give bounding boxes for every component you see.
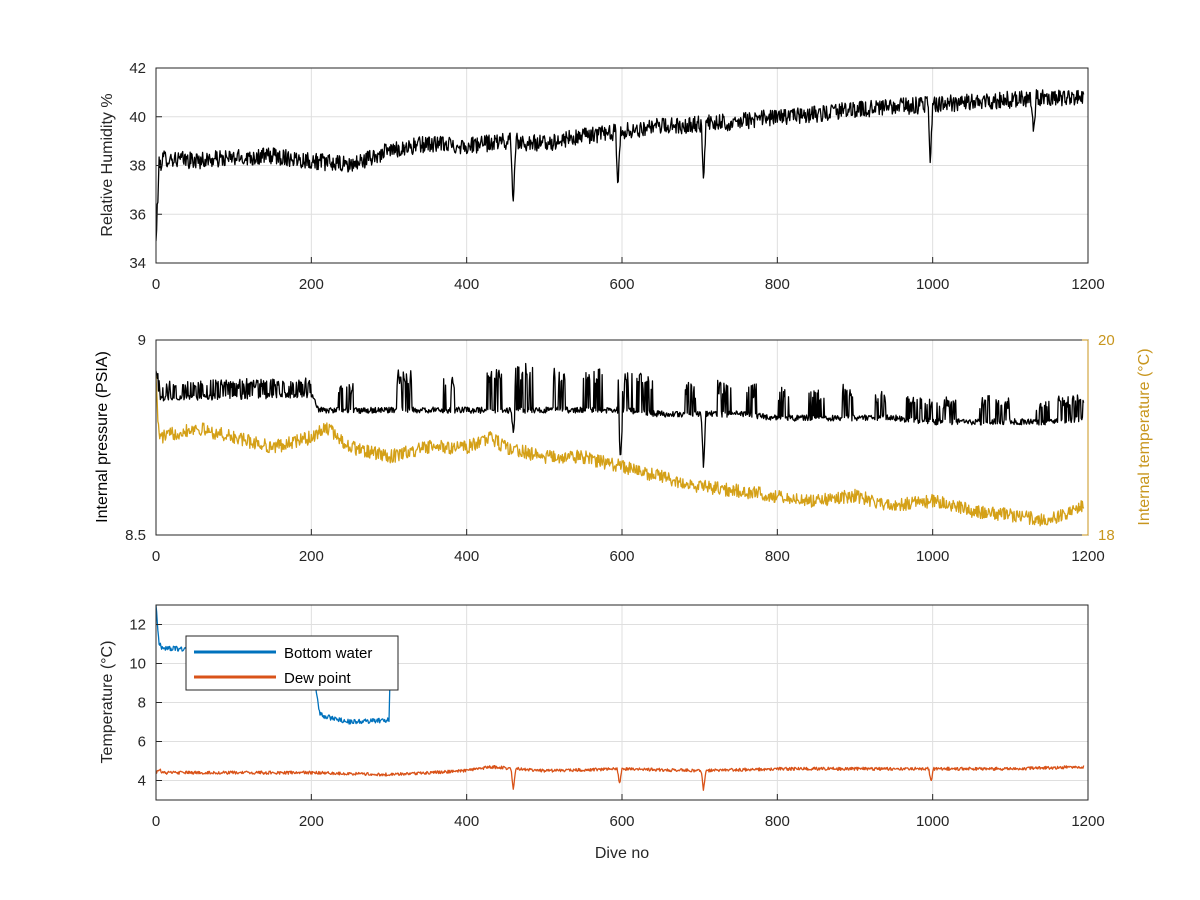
- ticks-pressure: 0 200 400 600 800 1000 1200 8.5 9 18 20: [125, 332, 1115, 565]
- xtick-label-pressure-800: 800: [765, 548, 790, 565]
- xtick-label-temperature-0: 0: [152, 813, 160, 830]
- ytick-label-temperature-8: 8: [138, 695, 146, 712]
- xtick-label-humidity-800: 800: [765, 276, 790, 293]
- xtick-label-temperature-200: 200: [299, 813, 324, 830]
- series-pressure: [156, 362, 1085, 527]
- ticks-humidity: 0 200 400 600 800 1000 1200 34 36 38 40 42: [129, 60, 1104, 293]
- ylabel-internal-temperature: Internal temperature (°C): [1136, 348, 1153, 525]
- ylabel-temperature: Temperature (°C): [99, 641, 116, 764]
- ytick-label-pressure-9: 9: [138, 332, 146, 349]
- xtick-label-temperature-1000: 1000: [916, 813, 949, 830]
- grid-humidity: [155, 67, 1089, 264]
- series-temperature: [156, 605, 1085, 791]
- ytick-label-humidity-36: 36: [129, 206, 146, 223]
- xtick-label-pressure-1000: 1000: [916, 548, 949, 565]
- xtick-label-humidity-200: 200: [299, 276, 324, 293]
- xlabel-dive-no: Dive no: [595, 845, 649, 862]
- series-line-temperature-1: [156, 765, 1085, 791]
- xtick-label-pressure-0: 0: [152, 548, 160, 565]
- ticks-temperature: 0 200 400 600 800 1000 1200 4 6 8 10 12: [129, 617, 1104, 831]
- xtick-label-pressure-200: 200: [299, 548, 324, 565]
- xtick-label-pressure-1200: 1200: [1071, 548, 1104, 565]
- xtick-label-pressure-400: 400: [454, 548, 479, 565]
- panel-pressure: 0 200 400 600 800 1000 1200 8.5 9 18 20 Internal p…: [94, 332, 1153, 565]
- xtick-label-humidity-600: 600: [609, 276, 634, 293]
- ytick-label-humidity-38: 38: [129, 158, 146, 175]
- panel-humidity: 0 200 400 600 800 1000 1200 34 36 38 40 42 Relative…: [99, 60, 1105, 293]
- xtick-label-humidity-400: 400: [454, 276, 479, 293]
- ytick-label-temperature-12: 12: [129, 617, 146, 634]
- ylabel-humidity: Relative Humidity %: [99, 93, 116, 236]
- legend: Bottom water Dew point: [185, 635, 399, 691]
- panel-temperature: 0 200 400 600 800 1000 1200 4 6 8 10 12 Temperature…: [99, 604, 1105, 862]
- ytick-right-label-pressure-18: 18: [1098, 527, 1115, 544]
- series-line-humidity-0: [156, 89, 1085, 242]
- legend-box: [185, 635, 399, 691]
- xtick-label-temperature-800: 800: [765, 813, 790, 830]
- ytick-label-humidity-42: 42: [129, 60, 146, 77]
- xtick-label-humidity-1000: 1000: [916, 276, 949, 293]
- xtick-label-temperature-600: 600: [609, 813, 634, 830]
- ylabel-pressure: Internal pressure (PSIA): [94, 351, 111, 523]
- xtick-label-humidity-0: 0: [152, 276, 160, 293]
- series-line-pressure-1: [156, 375, 1085, 527]
- ytick-right-label-pressure-20: 20: [1098, 332, 1115, 349]
- legend-label-dew-point: Dew point: [284, 670, 352, 687]
- ytick-label-humidity-40: 40: [129, 109, 146, 126]
- ytick-label-temperature-10: 10: [129, 656, 146, 673]
- xtick-label-temperature-400: 400: [454, 813, 479, 830]
- ytick-label-humidity-34: 34: [129, 255, 146, 272]
- ytick-label-temperature-4: 4: [138, 773, 146, 790]
- ytick-label-temperature-6: 6: [138, 734, 146, 751]
- xtick-label-pressure-600: 600: [609, 548, 634, 565]
- xtick-label-humidity-1200: 1200: [1071, 276, 1104, 293]
- legend-label-bottom-water: Bottom water: [284, 645, 372, 662]
- xtick-label-temperature-1200: 1200: [1071, 813, 1104, 830]
- ytick-label-pressure-8.5: 8.5: [125, 527, 146, 544]
- series-line-pressure-0: [156, 362, 1085, 468]
- series-humidity: [156, 89, 1085, 242]
